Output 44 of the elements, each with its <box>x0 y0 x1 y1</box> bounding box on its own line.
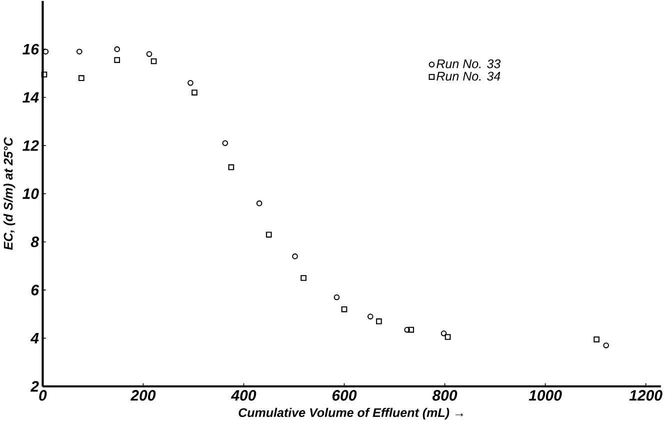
point <box>222 140 228 146</box>
x-tick-label: 0 <box>39 390 47 401</box>
point <box>228 164 234 170</box>
x-tick-label: 1200 <box>629 390 662 401</box>
legend-label: Run No. 34 <box>436 72 500 81</box>
point <box>444 334 451 340</box>
point <box>594 336 600 342</box>
x-tick-label: 1000 <box>528 390 562 401</box>
point <box>192 90 198 96</box>
y-tick-label: 8 <box>30 236 39 248</box>
x-tick-label: 600 <box>332 390 357 401</box>
y-tick-label: 6 <box>31 284 40 296</box>
point <box>341 306 348 312</box>
y-tick-label: 16 <box>22 44 40 55</box>
y-tick-label: 12 <box>22 140 39 151</box>
x-tick-label: 400 <box>230 390 256 401</box>
y-tick-label: 2 <box>30 381 39 392</box>
y-tick-label: 14 <box>22 92 39 103</box>
point <box>404 326 410 333</box>
point <box>266 232 272 238</box>
y-axis-title: EC, (d S/m) at 25°C <box>3 137 16 250</box>
point <box>146 51 152 57</box>
x-tick-label: 800 <box>432 390 458 401</box>
point <box>603 342 610 348</box>
point <box>376 318 382 324</box>
point <box>300 275 306 281</box>
point <box>408 326 414 333</box>
y-tick-label: 4 <box>30 333 39 344</box>
point <box>440 330 447 336</box>
point <box>150 58 157 64</box>
point <box>41 72 48 78</box>
x-axis-title: Cumulative Volume of Effluent (mL) → <box>238 408 463 420</box>
legend-label: Run No. 33 <box>436 59 501 68</box>
point <box>114 57 120 63</box>
point <box>334 294 340 300</box>
y-tick-label: 10 <box>22 188 39 200</box>
point <box>367 314 374 320</box>
point <box>78 75 84 82</box>
point <box>292 253 298 260</box>
point <box>256 200 262 206</box>
point <box>76 48 82 55</box>
x-tick-label: 200 <box>130 390 156 401</box>
point <box>114 46 120 52</box>
point <box>188 80 194 86</box>
